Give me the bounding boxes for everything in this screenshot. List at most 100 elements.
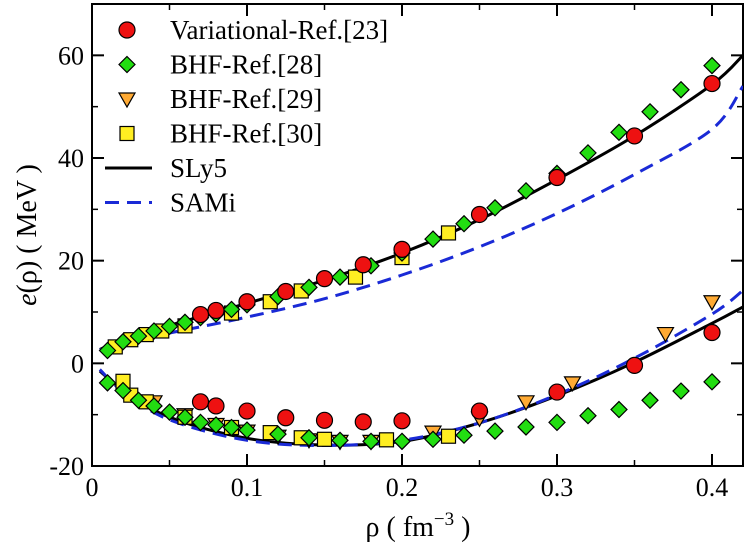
square-marker bbox=[440, 428, 457, 444]
diamond-marker bbox=[579, 144, 597, 162]
legend-diamond-marker bbox=[118, 55, 136, 74]
diamond-marker bbox=[672, 80, 690, 99]
x-axis-title: ρ ( fm−3 ) bbox=[366, 509, 471, 543]
circle-marker bbox=[277, 282, 295, 301]
diamond-marker bbox=[517, 182, 535, 200]
circle-marker bbox=[277, 409, 295, 427]
circle-marker bbox=[207, 301, 225, 320]
legend-label: BHF-Ref.[30] bbox=[170, 119, 322, 149]
plot-area bbox=[91, 3, 744, 467]
diamond-marker bbox=[98, 341, 117, 360]
circle-marker bbox=[703, 323, 721, 342]
diamond-marker bbox=[610, 123, 628, 142]
circle-marker bbox=[191, 393, 210, 411]
legend-circle-marker bbox=[118, 21, 136, 39]
circle-marker bbox=[470, 205, 489, 224]
diamond-marker bbox=[207, 416, 225, 434]
diamond-marker bbox=[300, 428, 318, 447]
legend-triangle-down-marker bbox=[117, 92, 137, 109]
y-tick-label: 0 bbox=[71, 349, 84, 378]
diamond-marker bbox=[160, 403, 179, 421]
x-tick-label: 0.2 bbox=[386, 473, 419, 502]
legend-label: SAMi bbox=[170, 188, 236, 218]
x-axis-title-superscript: −3 bbox=[434, 509, 454, 530]
diamond-marker bbox=[331, 268, 349, 286]
sami-symmetric-matter-curve bbox=[98, 289, 743, 448]
legend-label: BHF-Ref.[29] bbox=[170, 84, 322, 114]
legend-label: BHF-Ref.[28] bbox=[170, 50, 322, 80]
markers bbox=[98, 56, 722, 451]
legend-label: Variational-Ref.[23] bbox=[170, 15, 388, 45]
y-tick-label: 40 bbox=[58, 144, 84, 173]
x-tick-label: 0.1 bbox=[231, 473, 264, 502]
diamond-marker bbox=[129, 391, 148, 410]
diamond-marker bbox=[300, 278, 318, 297]
y-axis-title: e(ρ) ( MeV ) bbox=[12, 164, 43, 306]
circle-marker bbox=[625, 356, 644, 374]
circle-marker bbox=[470, 402, 489, 420]
triangle-down-marker bbox=[702, 295, 722, 311]
y-tick-label: 60 bbox=[58, 41, 84, 70]
diamond-marker bbox=[331, 431, 349, 450]
circle-marker bbox=[191, 305, 210, 324]
diamond-marker bbox=[269, 425, 287, 444]
legend: Variational-Ref.[23] BHF-Ref.[28] BHF-Ref.… bbox=[105, 15, 388, 218]
diamond-marker bbox=[455, 214, 473, 233]
circle-marker bbox=[354, 413, 372, 431]
diamond-marker bbox=[517, 418, 535, 436]
y-tick-label: -20 bbox=[49, 452, 84, 481]
square-marker bbox=[378, 432, 395, 448]
diamond-marker bbox=[129, 327, 148, 345]
diamond-marker bbox=[424, 430, 442, 449]
diamond-marker bbox=[222, 418, 241, 437]
x-tick-label: 0.4 bbox=[696, 473, 729, 502]
diamond-marker bbox=[362, 432, 380, 451]
circle-marker bbox=[238, 293, 256, 311]
diamond-marker bbox=[114, 332, 132, 351]
circle-marker bbox=[393, 240, 411, 258]
diamond-marker bbox=[98, 373, 117, 392]
diamond-marker bbox=[222, 300, 241, 319]
diamond-marker bbox=[610, 400, 628, 419]
circle-marker bbox=[548, 168, 566, 187]
diamond-marker bbox=[191, 413, 210, 432]
diamond-marker bbox=[641, 391, 659, 410]
diamond-marker bbox=[703, 372, 721, 391]
triangle-down-marker bbox=[516, 395, 536, 412]
circle-marker bbox=[354, 256, 372, 274]
y-tick-label: 20 bbox=[58, 247, 84, 276]
diamond-marker bbox=[145, 322, 163, 340]
circle-marker bbox=[625, 127, 644, 145]
circle-marker bbox=[238, 402, 256, 420]
diamond-marker bbox=[145, 397, 163, 415]
diamond-marker bbox=[641, 102, 659, 121]
circle-marker bbox=[315, 270, 334, 288]
legend-label: SLy5 bbox=[170, 153, 227, 183]
triangle-down-marker bbox=[563, 376, 582, 393]
diamond-marker bbox=[114, 381, 132, 400]
diamond-marker bbox=[176, 408, 194, 427]
circle-marker bbox=[393, 412, 411, 430]
x-tick-label: 0.3 bbox=[541, 473, 574, 502]
diamond-marker bbox=[238, 421, 256, 439]
legend-square-marker bbox=[119, 125, 135, 142]
diamond-marker bbox=[486, 422, 504, 440]
diamond-marker bbox=[486, 198, 504, 217]
diamond-marker bbox=[672, 382, 690, 400]
circle-marker bbox=[548, 383, 566, 401]
diamond-marker bbox=[703, 56, 721, 75]
diamond-marker bbox=[424, 230, 442, 248]
plot-frame bbox=[91, 3, 744, 467]
circle-marker bbox=[703, 74, 721, 93]
diamond-marker bbox=[393, 432, 411, 451]
triangle-down-marker bbox=[656, 326, 675, 343]
diamond-marker bbox=[548, 413, 566, 432]
diamond-marker bbox=[579, 406, 597, 425]
square-marker bbox=[440, 225, 457, 241]
diamond-marker bbox=[160, 317, 179, 336]
square-marker bbox=[316, 431, 333, 447]
x-tick-label: 0 bbox=[86, 473, 99, 502]
diamond-marker bbox=[176, 313, 194, 332]
